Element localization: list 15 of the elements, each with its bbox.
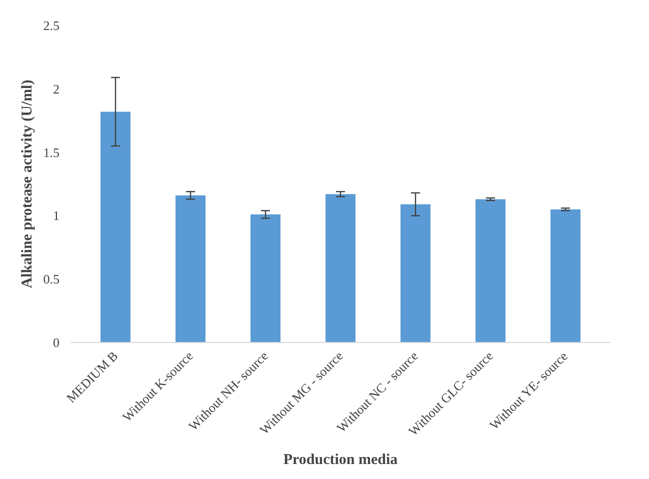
bar xyxy=(176,195,206,342)
y-tick-label: 1.5 xyxy=(43,144,60,160)
bar xyxy=(326,194,356,342)
y-tick-label: 1 xyxy=(53,208,60,224)
y-tick-label: 2.5 xyxy=(43,18,60,33)
x-axis-title: Production media xyxy=(283,452,398,468)
y-tick-label: 0 xyxy=(53,335,60,350)
bar xyxy=(400,204,430,342)
y-axis-title: Alkaline protease activity (U/ml) xyxy=(19,80,36,288)
bar xyxy=(100,112,130,342)
bar xyxy=(250,214,280,342)
bar xyxy=(550,209,580,342)
y-tick-label: 2 xyxy=(53,81,60,96)
y-tick-label: 0.5 xyxy=(43,272,60,287)
bar xyxy=(476,199,506,342)
